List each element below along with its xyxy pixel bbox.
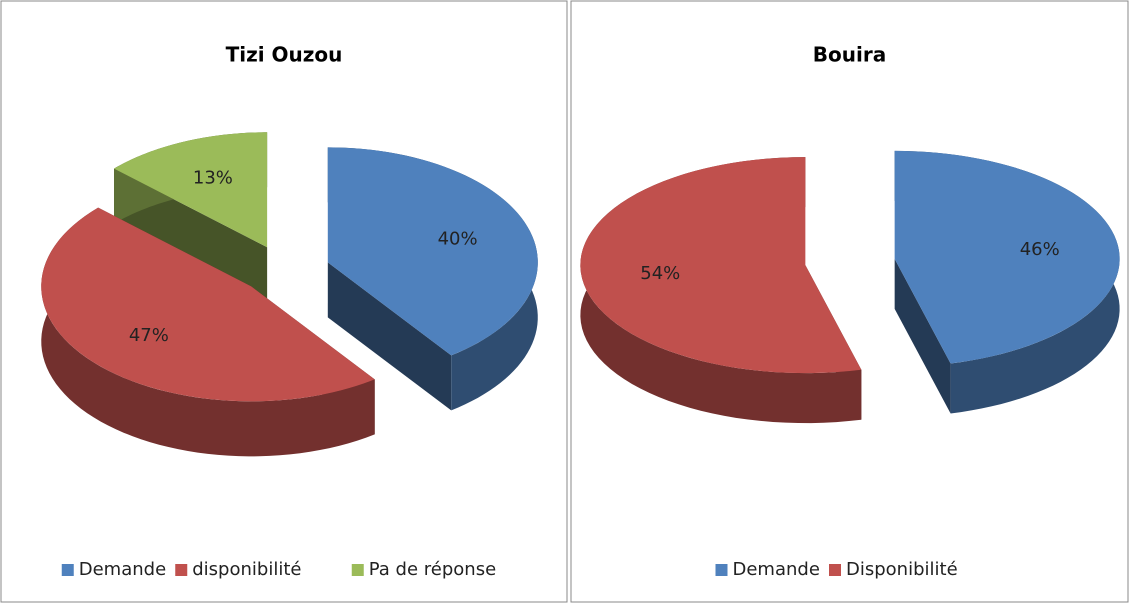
pie-slice (327, 147, 538, 411)
pie-slice (41, 207, 375, 457)
legend-swatch (829, 564, 841, 576)
slice-side (41, 207, 375, 457)
legend-swatch (175, 564, 188, 576)
data-label: 13% (193, 168, 233, 189)
data-label: 46% (1020, 239, 1060, 260)
legend-label: Demande (79, 559, 166, 580)
slice-top (327, 147, 538, 356)
legend-swatch (351, 564, 364, 576)
legend-swatch (61, 564, 74, 576)
legend-swatch (715, 564, 728, 576)
panel-border (0, 0, 568, 603)
chart-title: Tizi Ouzou (226, 43, 343, 67)
slice-wall (894, 258, 951, 414)
legend-label: disponibilité (192, 559, 301, 580)
panel-border (570, 0, 1129, 603)
chart-title: Bouira (813, 43, 886, 67)
slice-top (41, 207, 375, 402)
pie-slice (894, 150, 1120, 414)
data-label: 47% (129, 325, 169, 346)
slice-wall (327, 262, 452, 411)
pie-slice (580, 157, 862, 424)
pie-slice (114, 132, 268, 303)
legend-label: Pa de réponse (369, 559, 496, 580)
legend-label: Disponibilité (846, 559, 958, 580)
slice-top (894, 150, 1120, 364)
legend-label: Demande (733, 559, 820, 580)
data-label: 54% (640, 263, 680, 284)
slice-top (114, 132, 268, 248)
slice-top (580, 157, 862, 374)
data-label: 40% (438, 228, 478, 249)
